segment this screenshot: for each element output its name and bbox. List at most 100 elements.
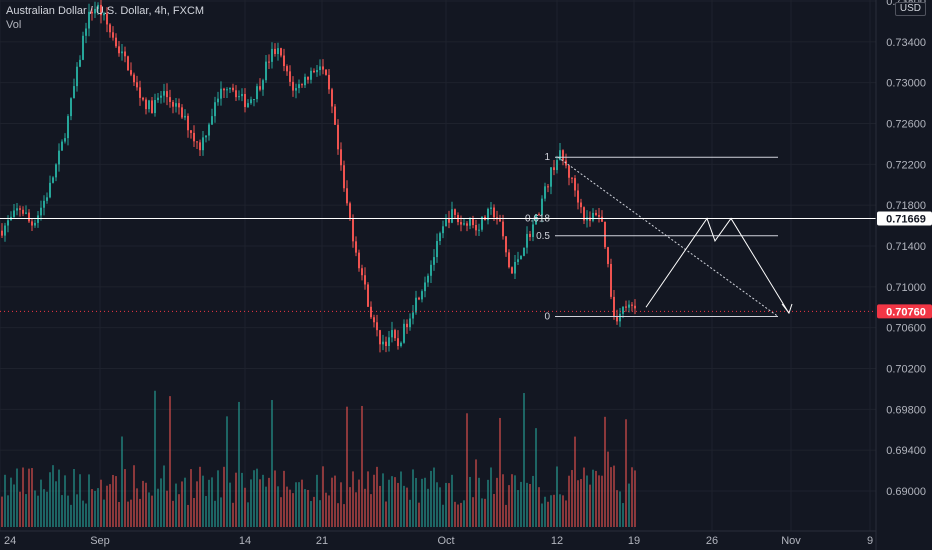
candle-body xyxy=(589,217,591,221)
candle-body xyxy=(220,88,222,99)
volume-bar xyxy=(376,466,378,527)
candle-body xyxy=(487,208,489,221)
volume-bar xyxy=(25,494,27,527)
candle-body xyxy=(181,107,183,118)
volume-bar xyxy=(148,492,150,527)
price-tick-label: 0.72200 xyxy=(886,159,926,171)
volume-bar xyxy=(493,493,495,527)
volume-bar xyxy=(460,502,462,527)
candle-body xyxy=(259,86,261,90)
volume-bar xyxy=(430,470,432,527)
candle-body xyxy=(148,100,150,110)
candle-body xyxy=(160,95,162,98)
candle-body xyxy=(424,282,426,292)
candle-body xyxy=(283,55,285,67)
volume-bar xyxy=(601,475,603,527)
candle-body xyxy=(559,150,561,161)
candle-body xyxy=(211,116,213,125)
time-tick-label: Nov xyxy=(781,535,801,547)
candle-body xyxy=(427,275,429,283)
candle-body xyxy=(529,233,531,238)
volume-bar xyxy=(337,503,339,527)
volume-bar xyxy=(550,495,552,527)
candle-body xyxy=(31,221,33,226)
candle-body xyxy=(265,61,267,81)
volume-bar xyxy=(343,504,345,527)
volume-bar xyxy=(382,473,384,527)
volume-bar xyxy=(514,475,516,527)
candle-body xyxy=(298,84,300,89)
volume-bar xyxy=(70,504,72,527)
candle-body xyxy=(619,313,621,322)
volume-bar xyxy=(346,406,348,527)
candle-body xyxy=(166,91,168,98)
volume-bar xyxy=(160,478,162,527)
candle-body xyxy=(271,48,273,62)
volume-bar xyxy=(193,497,195,527)
candle-body xyxy=(598,215,600,217)
volume-bar xyxy=(532,475,534,527)
candle-body xyxy=(136,82,138,88)
volume-bar xyxy=(97,488,99,527)
volume-bar xyxy=(184,477,186,527)
volume-bar xyxy=(319,500,321,527)
candle-body xyxy=(55,164,57,178)
price-axis[interactable]: 0.738000.734000.730000.726000.722000.718… xyxy=(875,0,932,550)
volume-bar xyxy=(31,468,33,527)
volume-bar xyxy=(436,482,438,527)
time-tick-label: 24 xyxy=(4,535,16,547)
currency-badge[interactable]: USD xyxy=(894,2,926,16)
candle-body xyxy=(82,35,84,60)
volume-bar xyxy=(475,459,477,527)
time-axis[interactable]: 24 Sep 14 21 Oct 12 19 26 Nov 9 xyxy=(0,530,876,547)
volume-bar xyxy=(307,489,309,527)
candle-body xyxy=(394,330,396,339)
volume-bar xyxy=(526,482,528,527)
volume-bar xyxy=(178,494,180,527)
candle-body xyxy=(631,304,633,306)
time-tick-label: 19 xyxy=(628,535,640,547)
candle-body xyxy=(409,318,411,328)
volume-bar xyxy=(253,470,255,527)
volume-bar xyxy=(124,469,126,527)
volume-bar xyxy=(583,467,585,527)
candle-body xyxy=(241,94,243,97)
candle-body xyxy=(343,165,345,189)
volume-bar xyxy=(16,468,18,527)
candle-body xyxy=(178,103,180,108)
volume-bar xyxy=(241,472,243,527)
candle-body xyxy=(34,222,36,226)
candle-body xyxy=(100,4,102,16)
volume-bar xyxy=(7,495,9,527)
candle-body xyxy=(115,37,117,47)
volume-bar xyxy=(607,451,609,527)
volume-bar xyxy=(553,494,555,527)
candle-body xyxy=(388,337,390,346)
volume-bar xyxy=(373,474,375,527)
projection-path[interactable] xyxy=(645,217,790,314)
candle-body xyxy=(13,210,15,217)
volume-bar xyxy=(487,479,489,527)
volume-bar xyxy=(358,479,360,527)
volume-bar xyxy=(256,468,258,527)
volume-bar xyxy=(313,496,315,527)
candle-body xyxy=(244,94,246,108)
volume-bar xyxy=(469,476,471,527)
candle-body xyxy=(340,149,342,166)
volume-bar xyxy=(196,481,198,527)
candle-body xyxy=(292,81,294,91)
candle-body xyxy=(43,200,45,208)
candle-body xyxy=(286,66,288,72)
candle-body xyxy=(541,198,543,216)
grid xyxy=(0,0,876,531)
volume-bar xyxy=(43,489,45,527)
candle-body xyxy=(592,212,594,221)
candle-body xyxy=(385,341,387,346)
volume-bar xyxy=(40,479,42,527)
volume-bar xyxy=(439,487,441,527)
candle-body xyxy=(604,221,606,248)
volume-bar xyxy=(547,501,549,527)
candle-body xyxy=(4,225,6,236)
candle-body xyxy=(610,263,612,297)
